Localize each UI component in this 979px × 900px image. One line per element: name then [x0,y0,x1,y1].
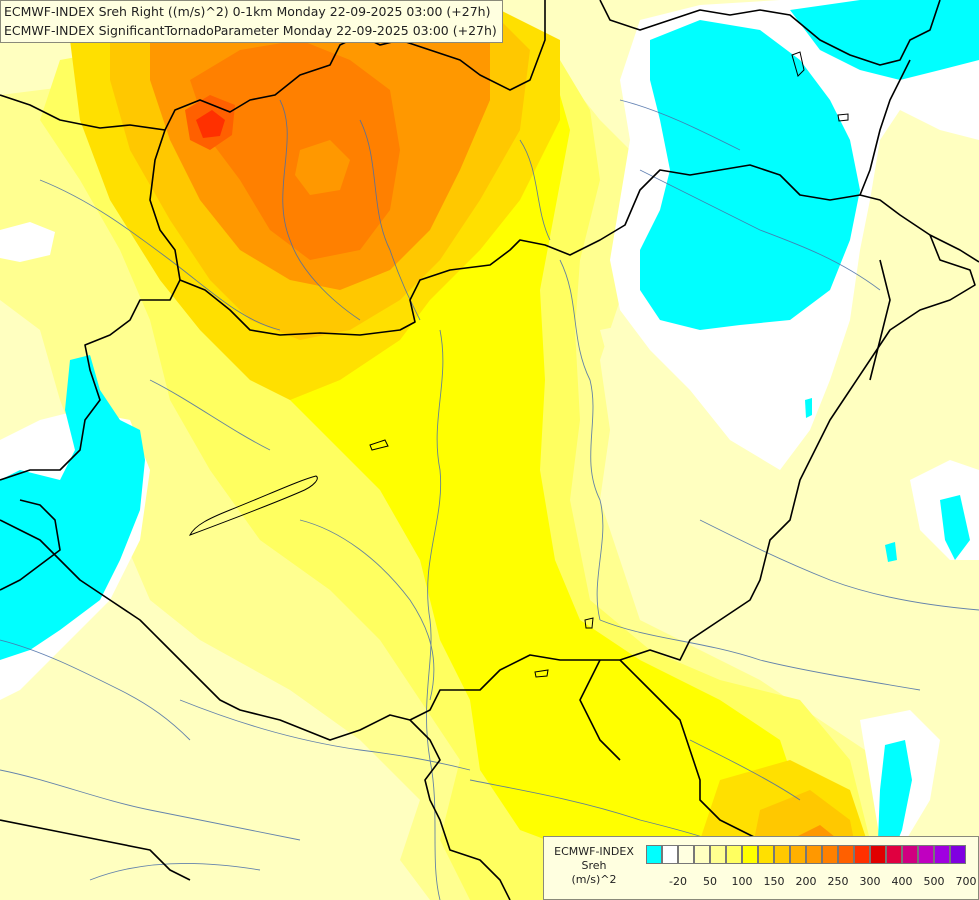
legend-swatch [934,845,950,864]
legend-swatch [870,845,886,864]
legend-tick-label: 150 [763,875,785,888]
legend-ticks: -20 50 100 150 200 250 300 400 500 700 [646,875,976,889]
field-orange-inner [295,140,350,195]
legend-tick-label: 50 [703,875,717,888]
legend-tick-label: 300 [859,875,881,888]
field-red [196,110,225,138]
lake-small-3 [837,113,849,122]
lake-small-2 [791,51,805,77]
legend-swatch [806,845,822,864]
legend-tick-label: -20 [669,875,687,888]
legend-tick-label: 500 [923,875,945,888]
legend-swatches [646,845,966,864]
legend-swatch [918,845,934,864]
field-gold-central [500,470,540,570]
lake-small-4 [534,669,549,678]
legend-variable: Sreh [581,859,607,872]
lake-balaton [188,475,318,536]
legend-source: ECMWF-INDEX [554,845,634,858]
rivers [0,99,979,900]
legend-swatch [662,845,678,864]
legend-tick-label: 100 [731,875,753,888]
legend-tick-label: 200 [795,875,817,888]
legend-tick-label: 400 [891,875,913,888]
legend-unit: (m/s)^2 [571,873,617,886]
legend-tick-label: 250 [827,875,849,888]
lake-small-1 [369,439,389,451]
legend-label: ECMWF-INDEX Sreh (m/s)^2 [548,845,640,887]
legend-swatch [726,845,742,864]
legend-swatch [774,845,790,864]
lake-small-5 [584,617,594,629]
legend-swatch [950,845,966,864]
legend-swatch [742,845,758,864]
field-deep-orange [190,40,400,260]
legend-swatch [710,845,726,864]
legend-swatch [822,845,838,864]
field-white-nw [0,222,55,262]
field-cyan-ne2 [790,0,979,80]
color-legend: ECMWF-INDEX Sreh (m/s)^2 -20 50 100 150 200 2… [543,836,979,900]
legend-swatch [790,845,806,864]
field-cyan-ne [640,20,860,330]
legend-swatch [886,845,902,864]
field-cyan-spot2 [885,542,897,562]
legend-swatch [902,845,918,864]
legend-tick-label: 700 [955,875,977,888]
field-cyan-e [940,495,970,560]
legend-swatch [854,845,870,864]
legend-swatch [838,845,854,864]
field-cyan-w2 [0,560,70,640]
legend-swatch [758,845,774,864]
title-line-sreh: ECMWF-INDEX Sreh Right ((m/s)^2) 0-1km M… [4,4,491,19]
title-box: ECMWF-INDEX Sreh Right ((m/s)^2) 0-1km M… [0,0,503,43]
field-cyan-se [878,740,912,860]
field-pale-east [600,320,979,680]
title-line-stp: ECMWF-INDEX SignificantTornadoParameter … [4,23,497,38]
legend-swatch [694,845,710,864]
legend-swatch [678,845,694,864]
field-cyan-spot1 [805,398,812,418]
legend-swatch [646,845,662,864]
